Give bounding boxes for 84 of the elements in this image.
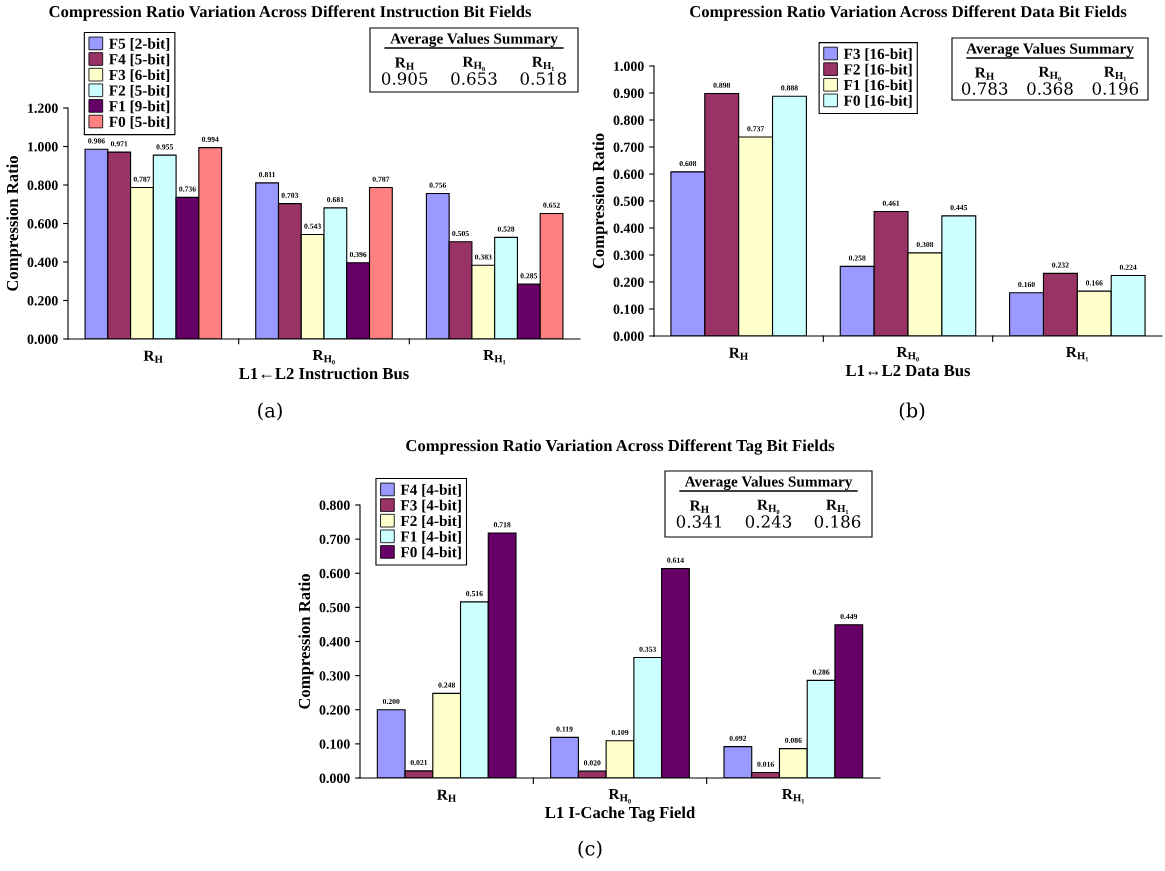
y-tick-label: 0.200 <box>319 705 350 715</box>
y-tick-label: 1.200 <box>28 103 58 114</box>
y-tick-label: 0.400 <box>319 637 350 647</box>
legend-label: F4 [5-bit] <box>109 53 170 67</box>
legend-label: F3 [4-bit] <box>400 499 461 513</box>
x-tick-label: R$_{H}$ <box>437 789 457 802</box>
x-tick-label: R$_{H₀}$ <box>312 350 335 365</box>
x-tick-label: R$_{H}$ <box>143 350 163 363</box>
annotation: 0.196 <box>1092 82 1139 95</box>
annotation: 0.341 <box>676 515 721 528</box>
x-tick-label: R$_{H}$ <box>729 347 749 360</box>
legend-label: F1 [16-bit] <box>843 79 912 93</box>
y-tick-label: 0.100 <box>319 739 350 749</box>
text: (c) <box>578 840 602 859</box>
annotation: R$_{H}$ <box>689 500 709 513</box>
legend-label: F0 [4-bit] <box>400 546 461 560</box>
text: 0.905 <box>381 72 428 85</box>
annotation: R$_{H₀}$ <box>757 499 780 515</box>
y-tick-label: 0.900 <box>613 88 644 99</box>
y-axis-title: Compression Ratio <box>6 156 22 291</box>
x-tick-label: R$_{H₀}$ <box>896 347 919 362</box>
y-tick-label: 0.500 <box>613 196 644 207</box>
y-tick-label: 0.500 <box>319 602 350 613</box>
annotation: 0.783 <box>961 82 1008 95</box>
y-tick-label: 0.700 <box>613 142 644 153</box>
text: Average Values Summary <box>684 476 853 490</box>
y-tick-label: 0.000 <box>613 331 644 342</box>
legend-label: F0 [16-bit] <box>843 95 912 108</box>
legend-label: F1 [4-bit] <box>400 530 461 544</box>
x-tick-label: R$_{H₁}$ <box>782 789 805 804</box>
y-tick-label: 0.800 <box>319 500 350 511</box>
annotation: 0.186 <box>814 515 861 528</box>
text: (a) <box>258 402 282 421</box>
y-tick-label: 0.300 <box>613 250 644 261</box>
y-tick-label: 0.200 <box>613 277 644 288</box>
x-tick-label: R$_{H₀}$ <box>608 789 631 804</box>
x-tick-label: R$_{H₁}$ <box>1066 347 1089 362</box>
legend-label: F2 [4-bit] <box>400 515 461 529</box>
legend-label: F2 [5-bit] <box>109 84 170 98</box>
x-axis-title: L1↔L2 Data Bus <box>845 364 971 377</box>
annotation: 0.243 <box>745 515 792 528</box>
y-tick-label: 1.000 <box>28 142 58 152</box>
x-axis-title: L1 I-Cache Tag Field <box>545 806 696 822</box>
text: R$_{H₁}$ <box>532 56 555 72</box>
y-tick-label: 0.400 <box>27 257 58 268</box>
text: Average Values Summary <box>966 43 1134 57</box>
legend-label: F3 [6-bit] <box>109 69 170 82</box>
annotation: R$_{H₀}$ <box>1038 66 1061 82</box>
text: R$_{H₀}$ <box>462 56 485 72</box>
chart-title: Compression Ratio Variation Across Different Tag Bit Fields <box>406 439 835 455</box>
legend-label: F3 [16-bit] <box>843 48 912 61</box>
y-tick-label: 0.000 <box>319 773 350 784</box>
x-tick-label: R$_{H₁}$ <box>483 350 506 365</box>
chart-title: Compression Ratio Variation Across Different Instruction Bit Fields <box>49 5 532 21</box>
annotation: R$_{H₁}$ <box>1104 66 1127 82</box>
annotation: R$_{H}$ <box>975 67 995 80</box>
y-tick-label: 0.700 <box>319 534 350 545</box>
y-tick-label: 0.300 <box>319 671 350 681</box>
y-axis-title: Compression Ratio <box>592 133 608 269</box>
x-axis-title: L1←L2 Instruction Bus <box>239 367 409 380</box>
y-tick-label: 0.600 <box>27 219 58 229</box>
y-tick-label: 0.400 <box>613 223 644 234</box>
legend-label: F0 [5-bit] <box>109 116 170 129</box>
chart-title: Compression Ratio Variation Across Different Data Bit Fields <box>690 5 1127 21</box>
y-tick-label: 0.800 <box>613 115 644 126</box>
y-tick-label: 0.800 <box>27 180 58 191</box>
y-tick-label: 0.000 <box>27 334 58 345</box>
text: 0.518 <box>520 72 567 85</box>
annotation: 0.368 <box>1027 82 1073 95</box>
y-tick-label: 0.100 <box>613 304 644 315</box>
text: R$_{H}$ <box>395 57 415 70</box>
annotation: R$_{H₁}$ <box>826 499 849 515</box>
legend-label: F2 [16-bit] <box>843 63 912 77</box>
text: Average Values Summary <box>390 33 558 47</box>
y-tick-label: 1.000 <box>614 61 644 72</box>
text: 0.653 <box>451 72 497 85</box>
legend-label: F4 [4-bit] <box>400 484 461 497</box>
y-axis-title: Compression Ratio <box>298 574 314 709</box>
y-tick-label: 0.200 <box>27 296 58 306</box>
y-tick-label: 0.600 <box>613 169 644 180</box>
legend-label: F1 [9-bit] <box>109 100 170 114</box>
text: (b) <box>899 402 925 421</box>
y-tick-label: 0.600 <box>319 568 350 579</box>
legend-label: F5 [2-bit] <box>109 38 170 51</box>
